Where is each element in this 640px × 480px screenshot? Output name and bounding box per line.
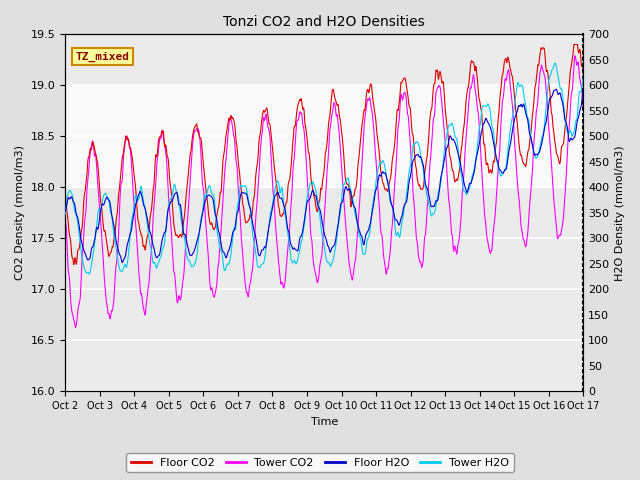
Y-axis label: CO2 Density (mmol/m3): CO2 Density (mmol/m3) bbox=[15, 145, 25, 280]
Bar bbox=[65, 85, 584, 187]
X-axis label: Time: Time bbox=[310, 417, 338, 427]
Title: Tonzi CO2 and H2O Densities: Tonzi CO2 and H2O Densities bbox=[223, 15, 425, 29]
Text: TZ_mixed: TZ_mixed bbox=[76, 51, 129, 61]
Y-axis label: H2O Density (mmol/m3): H2O Density (mmol/m3) bbox=[615, 145, 625, 281]
Legend: Floor CO2, Tower CO2, Floor H2O, Tower H2O: Floor CO2, Tower CO2, Floor H2O, Tower H… bbox=[126, 453, 514, 472]
